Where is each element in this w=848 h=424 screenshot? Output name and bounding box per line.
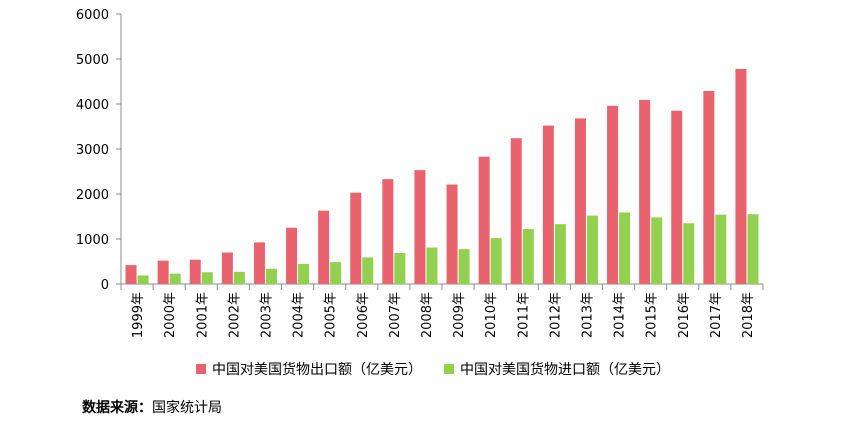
x-category-label: 2007年 xyxy=(388,292,403,338)
x-category-label: 2009年 xyxy=(452,292,467,338)
legend-item-exports: 中国对美国货物出口额（亿美元） xyxy=(196,359,422,379)
x-category-label: 2011年 xyxy=(516,292,531,338)
bar-imports xyxy=(747,214,759,284)
bar-imports xyxy=(586,215,598,284)
data-source-note: 数据来源：国家统计局 xyxy=(82,397,222,417)
bar-imports xyxy=(715,214,727,284)
bar-exports xyxy=(125,265,137,284)
x-category-label: 2005年 xyxy=(324,292,339,338)
bar-exports xyxy=(157,260,169,284)
y-tick-label: 3000 xyxy=(76,143,109,158)
data-source-label: 数据来源： xyxy=(82,400,152,416)
bar-imports xyxy=(426,247,438,284)
y-tick-label: 5000 xyxy=(76,53,109,68)
bar-imports xyxy=(490,238,502,284)
bar-imports xyxy=(554,224,566,284)
bar-imports xyxy=(522,229,534,284)
x-category-label: 2013年 xyxy=(580,292,595,338)
bar-imports xyxy=(265,268,277,284)
bar-exports xyxy=(189,259,201,284)
x-category-label: 2014年 xyxy=(613,292,628,338)
x-category-label: 2003年 xyxy=(259,292,274,338)
x-category-label: 2010年 xyxy=(484,292,499,338)
bar-exports xyxy=(510,138,522,284)
bar-imports xyxy=(458,249,470,284)
x-category-label: 2002年 xyxy=(227,292,242,338)
bar-exports xyxy=(671,110,683,284)
y-tick-label: 6000 xyxy=(76,8,109,23)
legend-label-imports: 中国对美国货物进口额（亿美元） xyxy=(460,362,670,378)
bar-exports xyxy=(286,227,298,284)
y-tick-label: 1000 xyxy=(76,233,109,248)
bar-imports xyxy=(137,275,149,284)
bar-exports xyxy=(253,242,265,284)
x-category-label: 2015年 xyxy=(645,292,660,338)
bar-exports xyxy=(478,156,490,284)
bar-exports xyxy=(542,125,554,284)
x-category-label: 2017年 xyxy=(709,292,724,338)
bar-imports xyxy=(330,262,342,284)
x-category-label: 1999年 xyxy=(131,292,146,338)
bar-exports xyxy=(703,90,715,284)
bar-imports xyxy=(169,273,181,284)
bar-exports xyxy=(414,170,426,284)
data-source-value: 国家统计局 xyxy=(152,400,222,416)
x-category-label: 2001年 xyxy=(195,292,210,338)
y-tick-label: 4000 xyxy=(76,98,109,113)
bar-exports xyxy=(350,192,362,284)
bar-exports xyxy=(318,210,330,284)
legend-label-exports: 中国对美国货物出口额（亿美元） xyxy=(212,362,422,378)
legend-swatch-imports xyxy=(444,364,454,374)
bar-imports xyxy=(362,257,374,284)
bar-exports xyxy=(607,105,619,284)
y-tick-label: 0 xyxy=(101,278,109,293)
bar-imports xyxy=(394,252,406,284)
bar-exports xyxy=(639,99,651,284)
bar-exports xyxy=(574,118,586,285)
x-category-label: 2008年 xyxy=(420,292,435,338)
x-category-label: 2018年 xyxy=(741,292,756,338)
legend-item-imports: 中国对美国货物进口额（亿美元） xyxy=(444,359,670,379)
y-tick-label: 2000 xyxy=(76,188,109,203)
bar-imports xyxy=(233,271,245,284)
bar-imports xyxy=(298,263,310,284)
bar-exports xyxy=(221,252,233,284)
x-category-label: 2016年 xyxy=(677,292,692,338)
bar-exports xyxy=(446,184,458,284)
legend-swatch-exports xyxy=(196,364,206,374)
x-category-label: 2004年 xyxy=(292,292,307,338)
bar-exports xyxy=(735,68,747,285)
bar-exports xyxy=(382,179,394,284)
x-category-label: 2000年 xyxy=(163,292,178,338)
bar-imports xyxy=(619,212,631,284)
bar-imports xyxy=(651,217,663,284)
x-category-label: 2012年 xyxy=(548,292,563,338)
x-category-label: 2006年 xyxy=(356,292,371,338)
legend: 中国对美国货物出口额（亿美元） 中国对美国货物进口额（亿美元） xyxy=(196,359,692,379)
bar-imports xyxy=(683,223,695,284)
bar-imports xyxy=(201,272,213,284)
